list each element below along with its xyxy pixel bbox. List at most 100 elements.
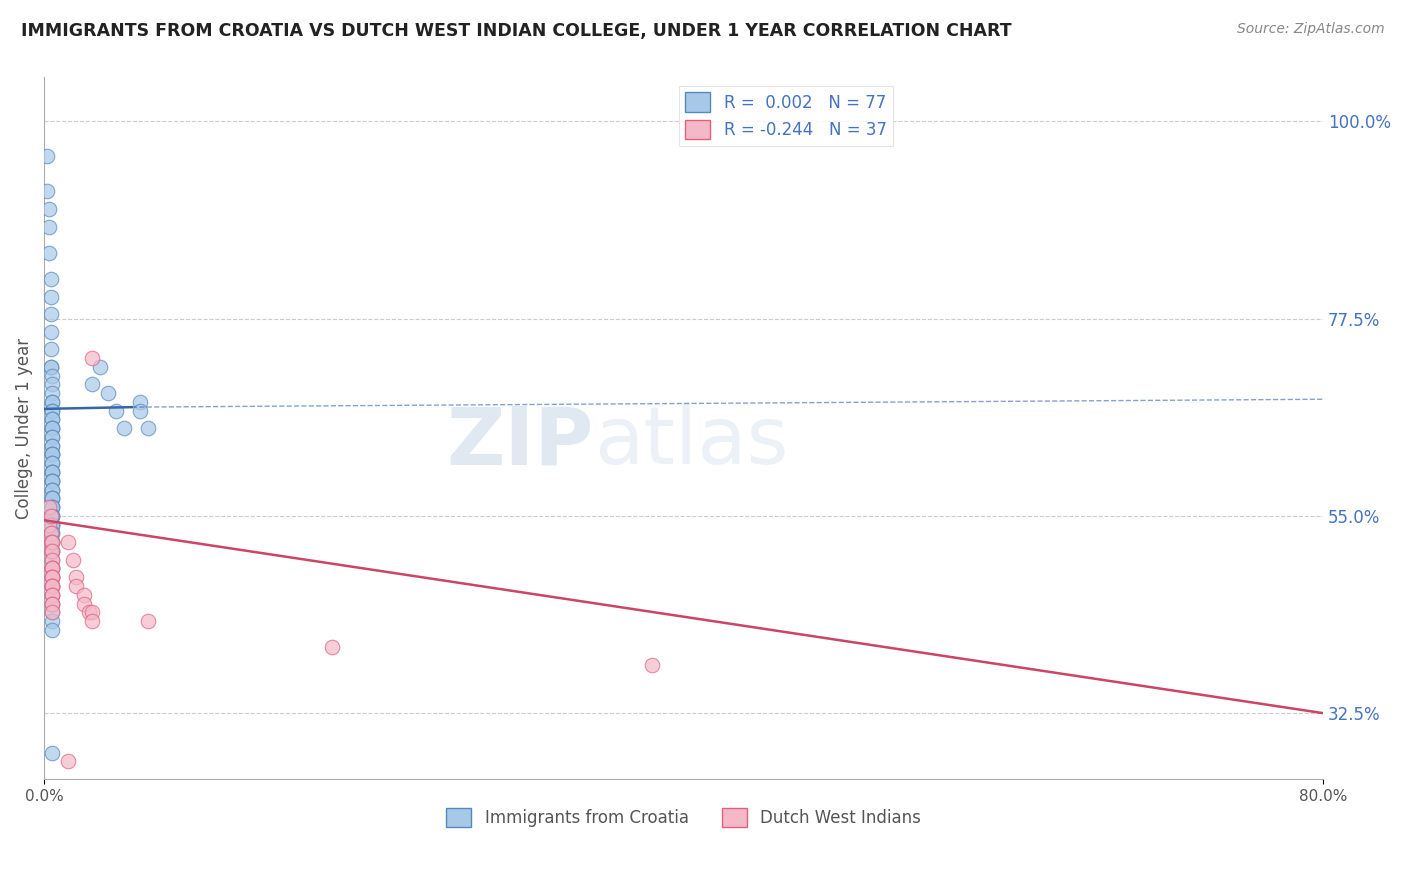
Point [80, 351, 103, 365]
Point [41, 605, 63, 619]
Point [105, 403, 128, 417]
Point [41, 430, 63, 444]
Point [41, 465, 63, 479]
Point [41, 456, 63, 470]
Point [41, 526, 63, 541]
Point [41, 456, 63, 470]
Point [41, 570, 63, 584]
Point [41, 623, 63, 637]
Point [62, 552, 84, 566]
Point [41, 448, 63, 462]
Point [41, 403, 63, 417]
Point [321, 640, 343, 655]
Point [41, 535, 63, 549]
Point [41, 465, 63, 479]
Point [41, 588, 63, 602]
Point [41, 465, 63, 479]
Point [41, 517, 63, 532]
Point [41, 561, 63, 575]
Point [39, 343, 62, 357]
Point [640, 657, 662, 672]
Point [39, 290, 62, 304]
Point [41, 544, 63, 558]
Point [41, 386, 63, 401]
Point [41, 570, 63, 584]
Point [41, 579, 63, 593]
Point [38, 219, 60, 234]
Point [41, 526, 63, 541]
Point [136, 421, 159, 435]
Point [80, 377, 103, 392]
Point [41, 395, 63, 409]
Point [73, 588, 96, 602]
Point [38, 517, 60, 532]
Point [73, 597, 96, 611]
Point [41, 544, 63, 558]
Point [41, 421, 63, 435]
Point [41, 561, 63, 575]
Point [39, 325, 62, 339]
Point [41, 614, 63, 628]
Point [41, 535, 63, 549]
Point [41, 500, 63, 514]
Point [41, 552, 63, 566]
Text: ZIP: ZIP [447, 403, 595, 481]
Point [41, 579, 63, 593]
Point [41, 368, 63, 383]
Point [41, 491, 63, 506]
Point [39, 526, 62, 541]
Point [38, 500, 60, 514]
Point [41, 448, 63, 462]
Point [56, 755, 79, 769]
Point [41, 579, 63, 593]
Point [65, 570, 87, 584]
Point [41, 561, 63, 575]
Point [41, 500, 63, 514]
Point [41, 561, 63, 575]
Point [41, 439, 63, 453]
Legend: Immigrants from Croatia, Dutch West Indians: Immigrants from Croatia, Dutch West Indi… [440, 801, 928, 834]
Point [37, 149, 59, 163]
Point [41, 579, 63, 593]
Point [41, 377, 63, 392]
Point [80, 614, 103, 628]
Point [41, 597, 63, 611]
Point [41, 508, 63, 523]
Point [65, 579, 87, 593]
Point [41, 474, 63, 488]
Point [37, 185, 59, 199]
Point [41, 439, 63, 453]
Point [41, 597, 63, 611]
Point [41, 597, 63, 611]
Point [41, 508, 63, 523]
Point [41, 421, 63, 435]
Point [41, 535, 63, 549]
Point [41, 552, 63, 566]
Point [39, 508, 62, 523]
Point [39, 544, 62, 558]
Text: atlas: atlas [595, 403, 789, 481]
Point [41, 483, 63, 497]
Point [129, 403, 152, 417]
Point [38, 202, 60, 216]
Point [41, 412, 63, 426]
Point [41, 517, 63, 532]
Point [80, 605, 103, 619]
Point [41, 474, 63, 488]
Point [41, 605, 63, 619]
Point [38, 245, 60, 260]
Point [41, 570, 63, 584]
Point [41, 421, 63, 435]
Point [41, 588, 63, 602]
Point [41, 474, 63, 488]
Text: IMMIGRANTS FROM CROATIA VS DUTCH WEST INDIAN COLLEGE, UNDER 1 YEAR CORRELATION C: IMMIGRANTS FROM CROATIA VS DUTCH WEST IN… [21, 22, 1012, 40]
Point [39, 535, 62, 549]
Point [41, 746, 63, 760]
Point [136, 614, 159, 628]
Point [41, 483, 63, 497]
Point [129, 395, 152, 409]
Point [41, 500, 63, 514]
Point [41, 508, 63, 523]
Text: Source: ZipAtlas.com: Source: ZipAtlas.com [1237, 22, 1385, 37]
Point [39, 359, 62, 374]
